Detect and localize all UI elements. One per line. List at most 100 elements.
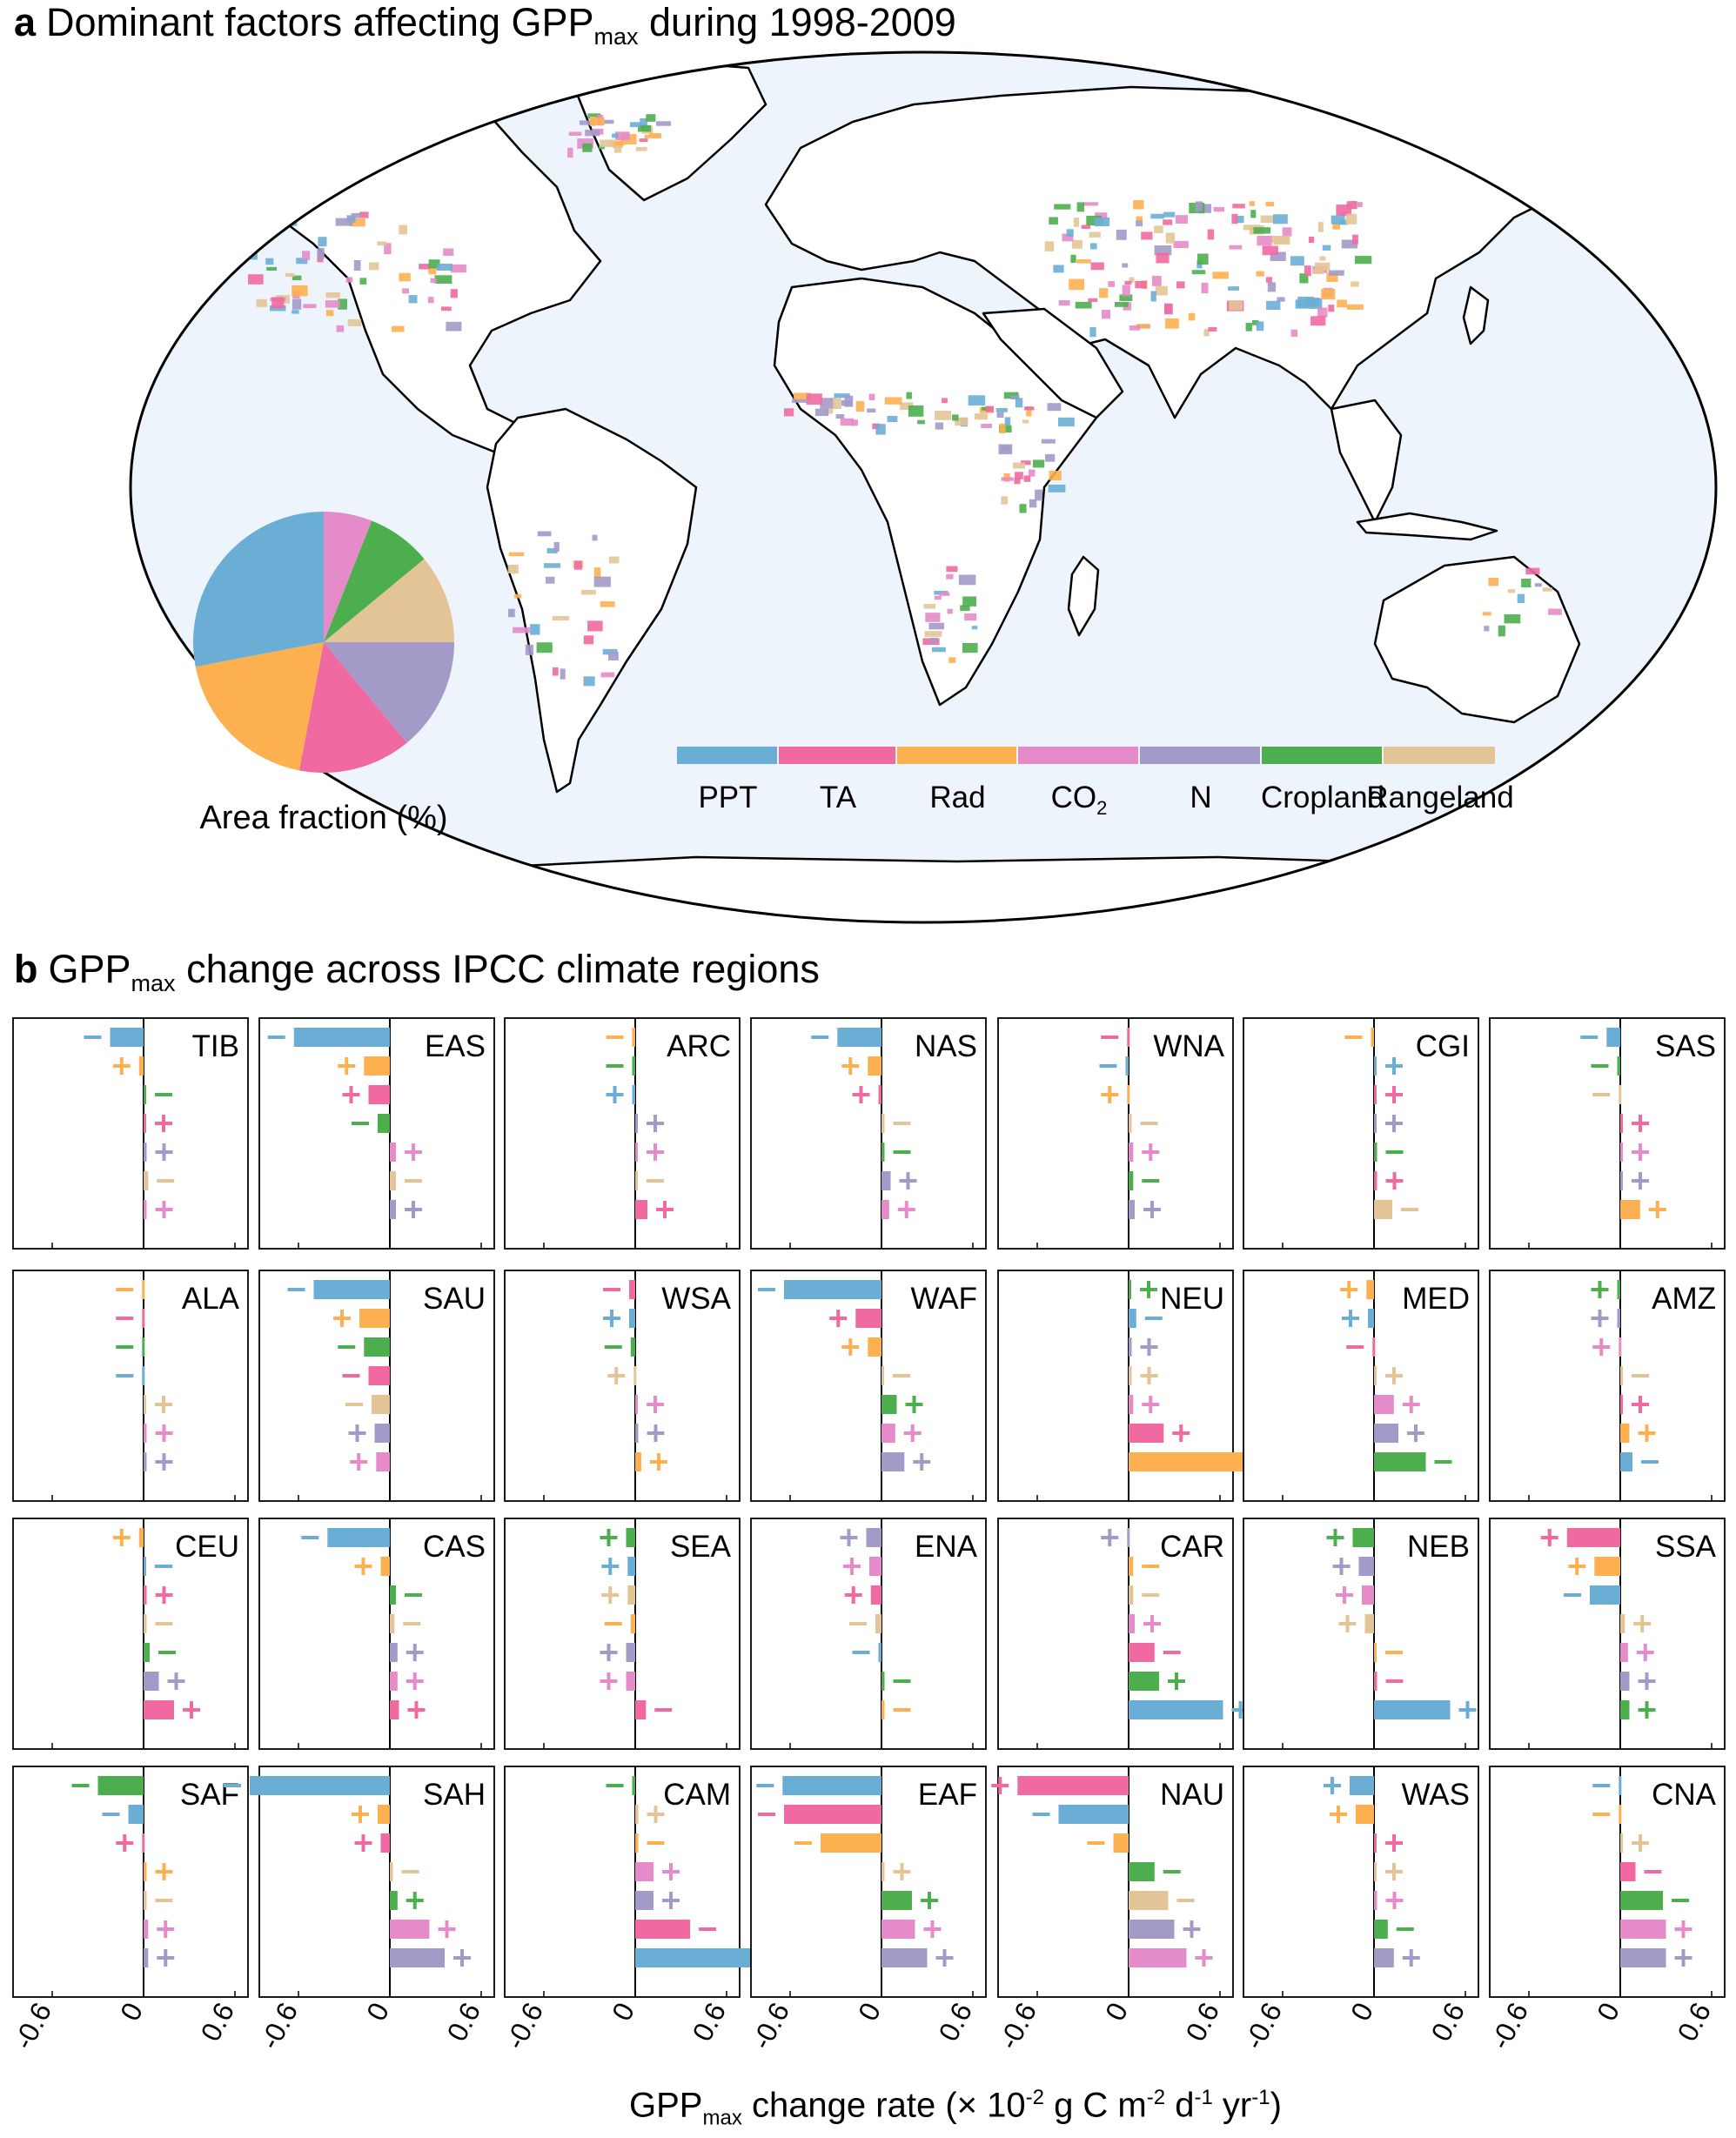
land-cover-patch <box>1076 259 1091 264</box>
bar <box>1617 1056 1620 1076</box>
region-panel: NEB <box>1243 1518 1479 1750</box>
land-cover-patch <box>248 274 264 285</box>
land-cover-patch <box>1229 300 1243 311</box>
bar <box>881 1920 915 1939</box>
bar <box>1362 1585 1374 1605</box>
bar <box>1129 1948 1187 1967</box>
bar <box>1590 1585 1620 1605</box>
tick-label: 0 <box>114 1997 149 2026</box>
land-cover-patch <box>602 648 618 655</box>
land-cover-patch <box>906 392 912 399</box>
bar <box>1350 1776 1374 1795</box>
land-cover-patch <box>336 325 345 332</box>
land-cover-patch <box>1260 215 1275 223</box>
land-cover-patch <box>303 304 317 309</box>
region-panel: SAH -0.6 0 0.6 <box>224 1766 495 2054</box>
bar <box>144 1862 147 1881</box>
land-cover-patch <box>436 264 452 271</box>
legend-label: CO2 <box>1051 781 1108 819</box>
land-cover-patch <box>1355 256 1372 265</box>
region-panel: NAS <box>750 1017 987 1250</box>
land-cover-patch <box>325 292 340 298</box>
x-axis-title-sup3: -1 <box>1194 2086 1213 2109</box>
land-cover-patch <box>1488 578 1499 586</box>
bar <box>630 1337 636 1357</box>
bar <box>1129 1891 1169 1910</box>
land-cover-patch <box>1253 227 1271 234</box>
bar <box>633 1366 637 1385</box>
land-cover-patch <box>579 120 591 125</box>
land-cover-patch <box>292 298 302 310</box>
bar <box>881 1171 891 1190</box>
region-label: NAS <box>915 1029 977 1063</box>
bar <box>1606 1028 1621 1047</box>
region-panel: CAR <box>997 1518 1250 1750</box>
bar <box>1371 1028 1374 1047</box>
legend-label: Rangeland <box>1366 781 1513 814</box>
land-cover-patch <box>1049 471 1062 480</box>
panel-frame <box>997 1017 1234 1250</box>
land-cover-patch <box>338 298 347 310</box>
land-cover-patch <box>630 122 641 128</box>
land-cover-patch <box>359 278 367 285</box>
land-cover-patch <box>347 318 362 326</box>
tick-label: 0 <box>1099 1997 1134 2026</box>
bar <box>390 1700 399 1719</box>
bar <box>1129 1395 1134 1414</box>
land-cover-patch <box>998 444 1013 455</box>
land-cover-patch <box>1095 212 1108 219</box>
pie-slice <box>195 642 324 771</box>
land-cover-patch <box>1058 300 1070 306</box>
land-cover-patch <box>1086 215 1103 226</box>
bar <box>1113 1833 1129 1853</box>
region-label: WAF <box>911 1282 977 1316</box>
land-cover-patch <box>867 408 876 413</box>
bar <box>1620 1833 1623 1853</box>
region-label: NEB <box>1407 1530 1470 1564</box>
land-cover-patch <box>1521 579 1532 587</box>
region-label: CAS <box>423 1530 486 1564</box>
bar <box>881 1366 884 1385</box>
land-cover-patch <box>792 399 808 403</box>
land-cover-patch <box>1004 417 1011 426</box>
bar <box>1129 1114 1132 1133</box>
land-cover-patch <box>806 393 822 405</box>
land-cover-patch <box>1282 227 1292 237</box>
land-cover-patch <box>1054 204 1071 210</box>
bar <box>881 1862 885 1881</box>
bar <box>1129 1672 1159 1691</box>
bar <box>627 1557 636 1576</box>
bar <box>1374 1366 1377 1385</box>
bar <box>1619 1776 1622 1795</box>
region-label: TIB <box>192 1029 239 1063</box>
region-label: SAU <box>423 1282 486 1316</box>
land-cover-patch <box>1082 202 1098 206</box>
bar <box>1374 1700 1451 1719</box>
bar <box>1374 1862 1377 1881</box>
land-cover-patch <box>884 397 902 405</box>
bar <box>1364 1614 1374 1633</box>
bar <box>635 1171 638 1190</box>
tick-label: 0 <box>360 1997 395 2026</box>
bar <box>1125 1056 1129 1076</box>
land-cover-patch <box>608 556 620 564</box>
dominant-factor-patches <box>245 113 1562 687</box>
land-cover-patch <box>430 278 437 284</box>
x-axis-title-pre: GPP <box>629 2086 703 2125</box>
bar <box>144 1143 147 1162</box>
land-cover-patch <box>1124 280 1132 285</box>
land-cover-patch <box>1290 329 1298 337</box>
bar <box>144 1171 149 1190</box>
bar <box>1566 1528 1621 1547</box>
land-cover-patch <box>923 604 935 609</box>
land-cover-patch <box>928 622 944 630</box>
bar <box>784 1805 881 1824</box>
land-cover-patch <box>985 405 994 412</box>
bar <box>630 1614 636 1633</box>
land-cover-patch <box>615 131 630 141</box>
bar <box>1129 1171 1134 1190</box>
land-cover-patch <box>1338 219 1348 225</box>
land-cover-patch <box>942 398 948 404</box>
land-cover-patch <box>1199 204 1211 213</box>
